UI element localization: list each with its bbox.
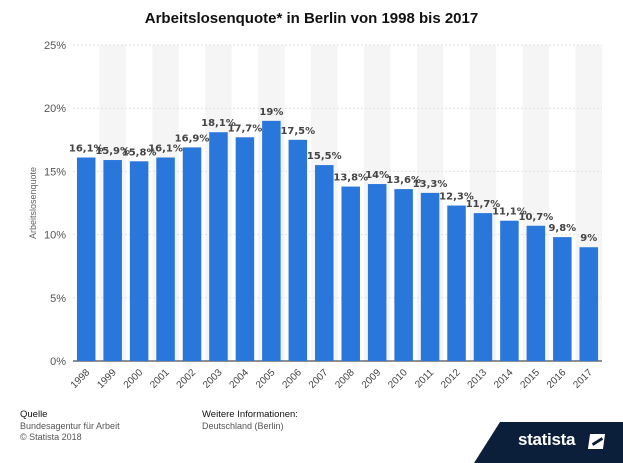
data-label: 15,8% <box>122 147 157 158</box>
data-label: 16,9% <box>175 133 210 144</box>
data-label: 13,6% <box>386 175 421 186</box>
statista-logo-icon <box>587 434 606 449</box>
x-tick-label: 1999 <box>95 367 119 391</box>
bar-2010[interactable] <box>394 189 413 361</box>
x-tick-label: 2004 <box>228 367 252 391</box>
copyright-text: © Statista 2018 <box>20 432 82 442</box>
data-label: 12,3% <box>439 192 474 203</box>
x-tick-label: 2010 <box>386 367 410 391</box>
bar-2012[interactable] <box>447 205 466 361</box>
y-tick-label: 10% <box>44 230 66 242</box>
bar-2008[interactable] <box>341 186 360 361</box>
x-tick-label: 2009 <box>360 367 384 391</box>
x-tick-label: 2011 <box>413 367 436 390</box>
data-label: 15,5% <box>307 151 342 162</box>
x-tick-label: 2000 <box>122 367 146 391</box>
x-tick-label: 2015 <box>518 367 542 391</box>
y-tick-label: 20% <box>44 103 66 115</box>
bar-1999[interactable] <box>103 160 122 361</box>
bar-2015[interactable] <box>526 225 546 361</box>
bar-2007[interactable] <box>315 165 334 361</box>
y-tick-label: 15% <box>44 166 66 178</box>
x-tick-label: 2007 <box>307 367 331 391</box>
bar-2003[interactable] <box>209 132 228 361</box>
data-label: 9% <box>580 233 597 244</box>
data-label: 18,1% <box>201 118 236 129</box>
bar-2014[interactable] <box>500 220 519 361</box>
x-tick-label: 2005 <box>254 367 278 391</box>
bar-2000[interactable] <box>129 161 149 361</box>
x-tick-label: 2016 <box>545 367 569 391</box>
x-tick-label: 2001 <box>148 367 172 391</box>
bar-2001[interactable] <box>156 157 175 361</box>
data-label: 13,8% <box>333 173 368 184</box>
x-tick-label: 1998 <box>69 367 93 391</box>
x-tick-label: 2006 <box>280 367 304 391</box>
x-tick-label: 2003 <box>201 367 225 391</box>
chart-title: Arbeitslosenquote* in Berlin von 1998 bi… <box>144 10 479 27</box>
data-label: 9,8% <box>548 223 576 234</box>
y-tick-label: 5% <box>50 293 66 305</box>
data-label: 15,9% <box>95 146 130 157</box>
data-label: 14% <box>365 170 389 181</box>
data-label: 10,7% <box>519 212 554 223</box>
source-heading: Quelle <box>20 409 48 420</box>
x-tick-label: 2014 <box>492 367 516 391</box>
data-label: 11,7% <box>466 199 501 210</box>
x-tick-label: 2008 <box>333 367 357 391</box>
y-tick-label: 25% <box>44 40 66 52</box>
x-tick-label: 2017 <box>571 367 595 391</box>
data-label: 16,1% <box>148 143 183 154</box>
y-axis-label: Arbeitslosenquote <box>28 167 38 239</box>
source-text: Bundesagentur für Arbeit <box>20 420 120 431</box>
x-tick-label: 2013 <box>466 367 490 391</box>
data-label: 13,3% <box>413 179 448 190</box>
bar-2002[interactable] <box>182 147 202 361</box>
info-block[interactable]: Weitere Informationen: Deutschland (Berl… <box>202 409 298 432</box>
data-label: 19% <box>259 107 283 118</box>
bar-2016[interactable] <box>553 237 572 361</box>
y-tick-label: 0% <box>50 356 66 368</box>
info-heading: Weitere Informationen: <box>202 409 298 420</box>
x-tick-label: 2012 <box>439 367 463 391</box>
data-label: 17,7% <box>228 123 263 134</box>
x-tick-label: 2002 <box>175 367 199 391</box>
bar-2011[interactable] <box>420 192 440 361</box>
bar-2005[interactable] <box>262 120 281 361</box>
data-label: 17,5% <box>280 126 315 137</box>
data-label: 11,1% <box>492 207 527 218</box>
bar-2006[interactable] <box>288 139 308 361</box>
bar-1998[interactable] <box>76 157 96 361</box>
info-text: Deutschland (Berlin) <box>202 420 284 431</box>
bar-2013[interactable] <box>473 213 493 361</box>
source-block: Quelle Bundesagentur für Arbeit © Statis… <box>20 409 120 444</box>
statista-logo[interactable]: statista <box>518 430 576 449</box>
data-label: 16,1% <box>69 143 104 154</box>
bar-2009[interactable] <box>367 184 387 361</box>
bar-2004[interactable] <box>235 137 255 361</box>
bar-2017[interactable] <box>579 247 599 361</box>
